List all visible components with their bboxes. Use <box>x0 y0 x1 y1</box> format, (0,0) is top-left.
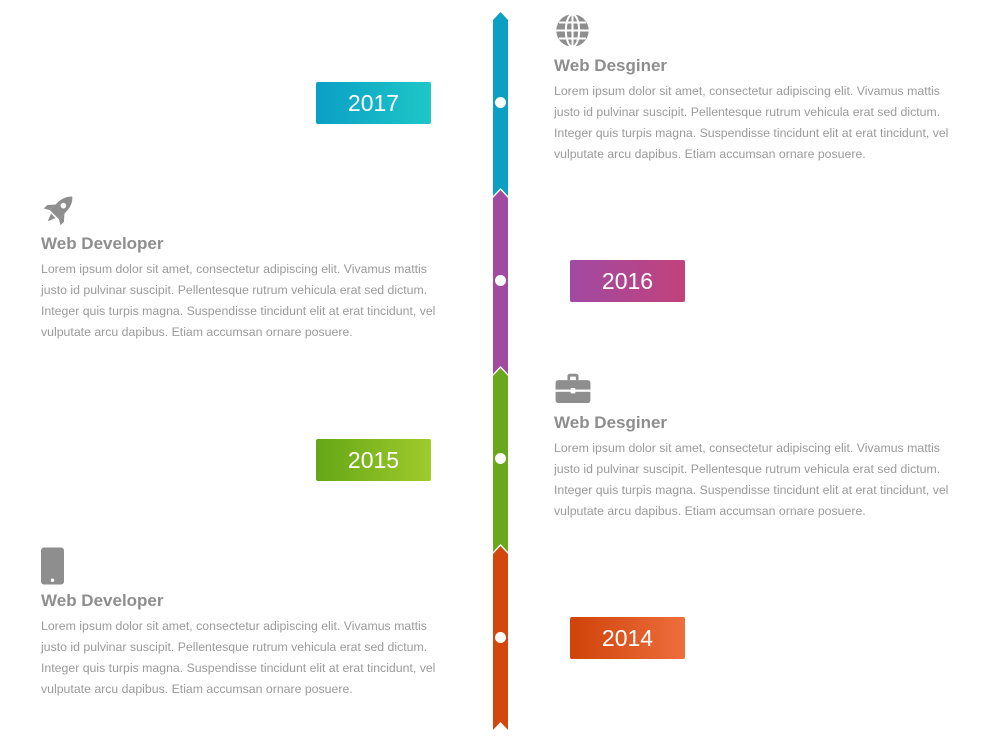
mobile-phone-icon <box>41 547 65 590</box>
timeline-dot <box>495 453 506 464</box>
year-badge-2015: 2015 <box>316 439 431 481</box>
timeline-dot <box>495 97 506 108</box>
entry-description: Lorem ipsum dolor sit amet, consectetur … <box>554 441 949 518</box>
entry-title: Web Developer <box>41 591 164 610</box>
year-badge-2014: 2014 <box>570 617 685 659</box>
entry-description: Lorem ipsum dolor sit amet, consectetur … <box>41 262 436 339</box>
year-badge-2017: 2017 <box>316 82 431 124</box>
briefcase-icon <box>554 369 592 412</box>
entry-title: Web Desginer <box>554 56 668 75</box>
entry-description: Lorem ipsum dolor sit amet, consectetur … <box>554 84 949 161</box>
timeline-dot <box>495 632 506 643</box>
entry-title: Web Developer <box>41 234 164 253</box>
rocket-icon <box>41 190 79 233</box>
year-badge-2016: 2016 <box>570 260 685 302</box>
entry-description: Lorem ipsum dolor sit amet, consectetur … <box>41 619 436 696</box>
entry-title: Web Desginer <box>554 413 668 432</box>
timeline-dot <box>495 275 506 286</box>
globe-icon <box>554 12 591 54</box>
